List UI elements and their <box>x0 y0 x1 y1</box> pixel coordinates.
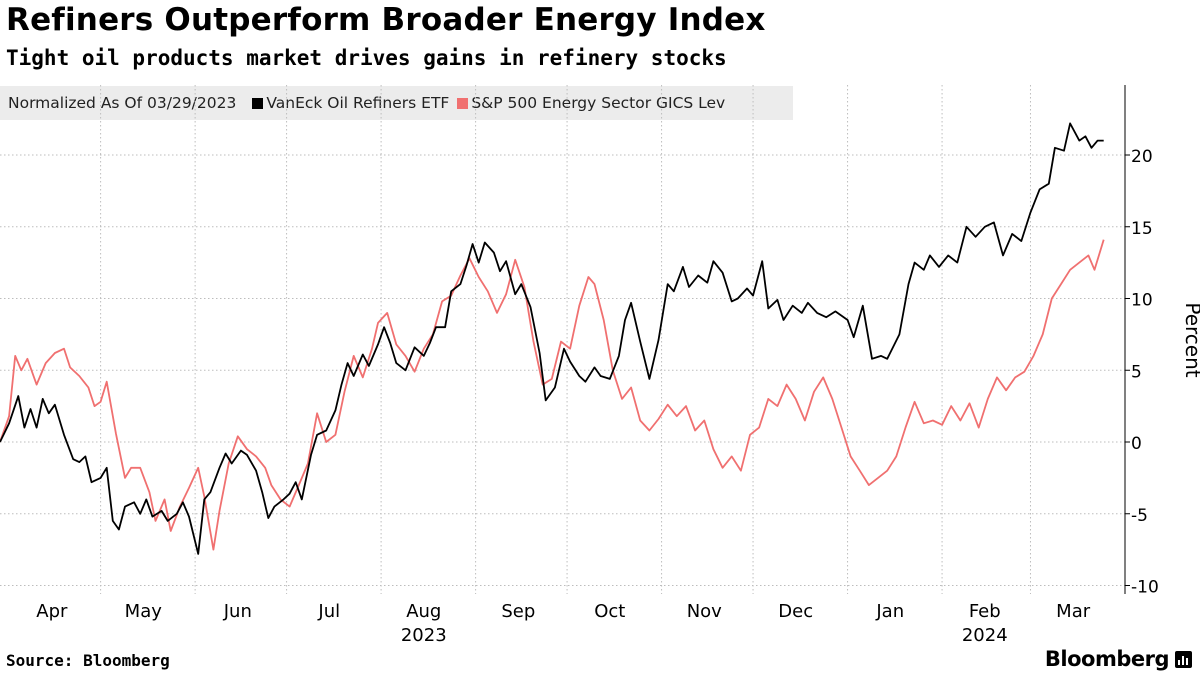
y-tick-label: 10 <box>1131 291 1153 311</box>
x-tick-label: Oct <box>594 601 625 622</box>
x-tick-label: Mar <box>1056 601 1091 622</box>
x-tick-label: Nov <box>687 601 722 622</box>
x-year-label: 2023 <box>401 625 447 646</box>
y-tick-label: -5 <box>1131 506 1148 526</box>
brand-text: Bloomberg <box>1044 647 1170 671</box>
chart-title: Refiners Outperform Broader Energy Index <box>6 2 766 38</box>
chart-subtitle: Tight oil products market drives gains i… <box>6 46 727 70</box>
y-tick-label: 15 <box>1131 219 1153 239</box>
series-line-energy-sector <box>0 239 1105 551</box>
x-tick-label: Jan <box>875 601 904 622</box>
y-tick-label: -10 <box>1131 578 1159 598</box>
y-tick-label: 0 <box>1131 434 1142 454</box>
legend-item-refiners: VanEck Oil Refiners ETF <box>252 94 449 112</box>
legend-label-refiners: VanEck Oil Refiners ETF <box>266 94 450 112</box>
bloomberg-logo: Bloomberg <box>1045 647 1192 671</box>
x-tick-label: Aug <box>406 601 441 622</box>
x-tick-label: Jun <box>223 601 252 622</box>
x-tick-label: Feb <box>969 601 1001 622</box>
bloomberg-mark-icon <box>1175 650 1192 668</box>
x-tick-label: Dec <box>778 601 813 622</box>
y-tick-label: 5 <box>1131 362 1142 382</box>
x-year-label: 2024 <box>962 625 1008 646</box>
x-tick-label: Jul <box>317 601 340 622</box>
x-tick-label: Apr <box>36 601 68 622</box>
legend-swatch-energy-sector <box>457 97 469 109</box>
y-tick-label: 20 <box>1131 147 1153 167</box>
x-tick-label: Sep <box>501 601 535 622</box>
legend-swatch-refiners <box>252 97 264 109</box>
x-tick-label: May <box>125 601 163 622</box>
series-line-refiners <box>0 122 1104 555</box>
source-note: Source: Bloomberg <box>6 651 170 670</box>
legend-normalization-note: Normalized As Of 03/29/2023 <box>8 94 237 112</box>
y-axis-title: Percent <box>1181 302 1200 377</box>
